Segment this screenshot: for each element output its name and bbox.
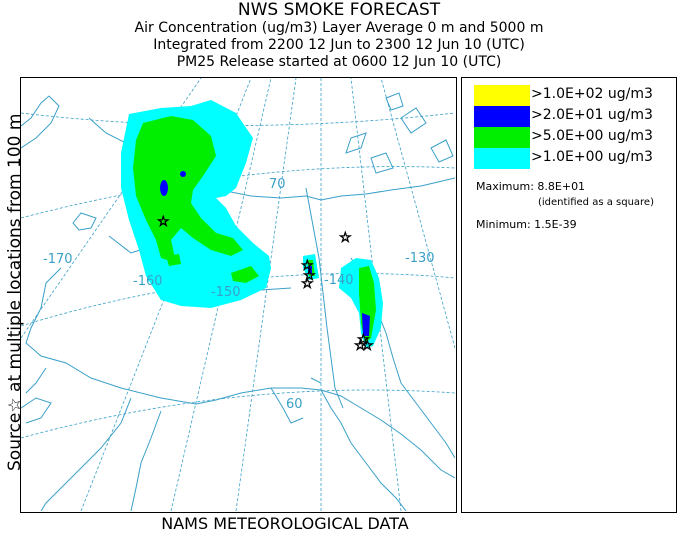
legend-item: >1.0E+00 ug/m3 xyxy=(474,148,674,169)
legend-minimum: Minimum: 1.5E-39 xyxy=(476,218,577,231)
lat-label: 60 xyxy=(286,397,303,412)
map-canvas: ☆ ☆ ☆ ☆ ☆ ☆ ☆ ☆ -170 -160 -150 -140 -130… xyxy=(21,78,455,511)
source-star-icon: ☆ xyxy=(303,268,316,284)
source-star-icon: ☆ xyxy=(354,338,367,354)
subtitle-integration: Integrated from 2200 12 Jun to 2300 12 J… xyxy=(153,37,525,53)
source-star-icon: ☆ xyxy=(301,258,314,274)
subtitle-release: PM25 Release started at 0600 12 Jun 10 (… xyxy=(176,54,502,70)
legend-label: >5.0E+00 ug/m3 xyxy=(531,128,653,144)
source-star-icon: ☆ xyxy=(157,214,170,230)
smoke-plume-west xyxy=(121,100,271,308)
lon-label: -170 xyxy=(43,252,73,267)
legend-swatch xyxy=(474,148,530,169)
coastlines xyxy=(21,95,455,511)
lon-label: -160 xyxy=(133,274,163,289)
legend-max-note: (identified as a square) xyxy=(538,197,654,208)
legend-swatch xyxy=(474,106,530,127)
smoke-map: ☆ ☆ ☆ ☆ ☆ ☆ ☆ ☆ -170 -160 -150 -140 -130… xyxy=(20,77,457,513)
legend-item: >1.0E+02 ug/m3 xyxy=(474,85,674,106)
alaska-canada-border xyxy=(305,187,344,409)
legend-panel: >1.0E+02 ug/m3 >2.0E+01 ug/m3 >5.0E+00 u… xyxy=(461,77,677,513)
legend-item: >2.0E+01 ug/m3 xyxy=(474,106,674,127)
source-star-icon: ☆ xyxy=(357,332,370,348)
source-star-icon: ☆ xyxy=(339,230,352,246)
legend-label: >1.0E+00 ug/m3 xyxy=(531,149,653,165)
arctic-islands xyxy=(345,92,454,174)
legend-item: >5.0E+00 ug/m3 xyxy=(474,127,674,148)
legend-maximum: Maximum: 8.8E+01 xyxy=(476,180,586,193)
lon-label: -140 xyxy=(324,273,354,288)
subtitle-concentration: Air Concentration (ug/m3) Layer Average … xyxy=(134,20,544,36)
lat-label: 70 xyxy=(269,177,286,192)
legend-label: >1.0E+02 ug/m3 xyxy=(531,86,653,102)
legend-swatch xyxy=(474,127,530,148)
page-title: NWS SMOKE FORECAST xyxy=(237,0,441,20)
lon-label: -130 xyxy=(405,251,435,266)
source-markers: ☆ ☆ ☆ ☆ ☆ ☆ ☆ ☆ xyxy=(157,214,374,355)
lon-label: -150 xyxy=(211,285,241,300)
smoke-plume-east xyxy=(303,254,383,348)
latitude-lines xyxy=(21,112,455,439)
footer-data-source: NAMS METEOROLOGICAL DATA xyxy=(161,514,409,533)
legend-label: >2.0E+01 ug/m3 xyxy=(531,107,653,123)
source-star-icon: ☆ xyxy=(361,338,374,354)
legend-swatch xyxy=(474,85,530,106)
source-star-icon: ☆ xyxy=(301,276,314,292)
